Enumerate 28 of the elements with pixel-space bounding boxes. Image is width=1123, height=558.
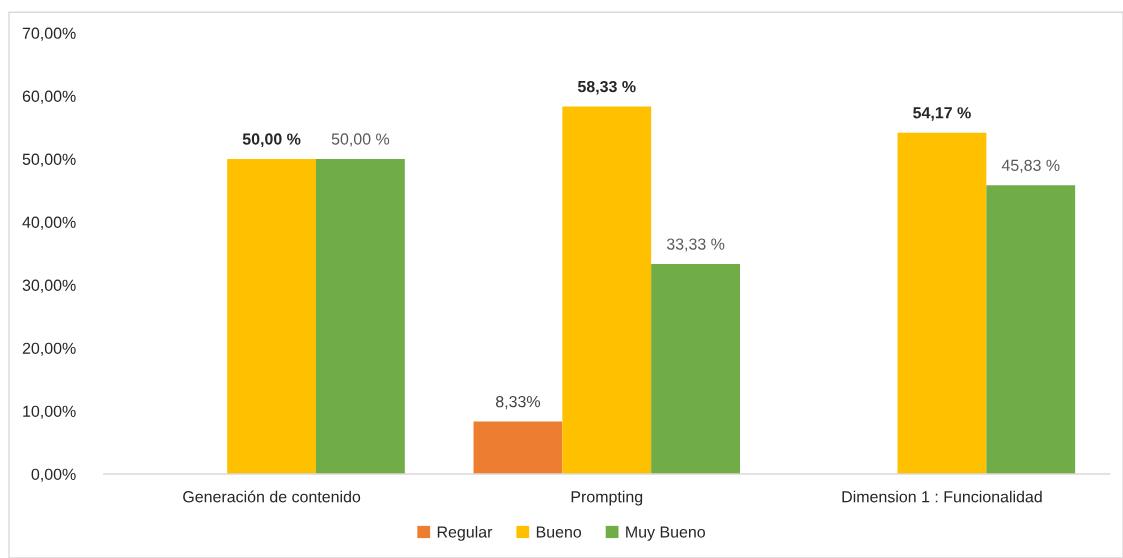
x-tick-label: Generación de contenido <box>183 490 361 503</box>
data-label: 45,83 % <box>1001 159 1060 173</box>
y-tick-label: 30,00% <box>22 279 76 293</box>
data-label: 50,00 % <box>242 133 301 147</box>
y-tick-label: 70,00% <box>22 27 76 41</box>
data-label: 8,33% <box>495 395 541 410</box>
data-label: 54,17 % <box>913 107 971 121</box>
y-tick-label: 50,00% <box>22 153 76 167</box>
legend-label: Muy Bueno <box>626 526 705 541</box>
bar <box>473 421 563 475</box>
data-label: 33,33 % <box>666 238 725 252</box>
legend-label: Regular <box>437 525 493 541</box>
x-tick-label: Prompting <box>571 490 643 506</box>
y-tick-label: 40,00% <box>22 216 76 230</box>
data-label: 50,00 % <box>331 133 390 147</box>
x-tick-label: Dimension 1 : Funcionalidad <box>842 490 1042 503</box>
y-tick-label: 0,00% <box>31 468 76 482</box>
bar <box>315 158 405 475</box>
bar <box>562 106 652 475</box>
bar <box>986 185 1076 475</box>
y-tick-label: 20,00% <box>22 342 76 356</box>
y-tick-label: 60,00% <box>22 90 76 104</box>
bar <box>897 132 987 475</box>
bar <box>227 158 316 475</box>
y-tick-label: 10,00% <box>23 405 76 419</box>
bar <box>651 263 740 475</box>
data-label: 58,33 % <box>577 80 636 95</box>
legend-label: Bueno <box>536 526 582 538</box>
